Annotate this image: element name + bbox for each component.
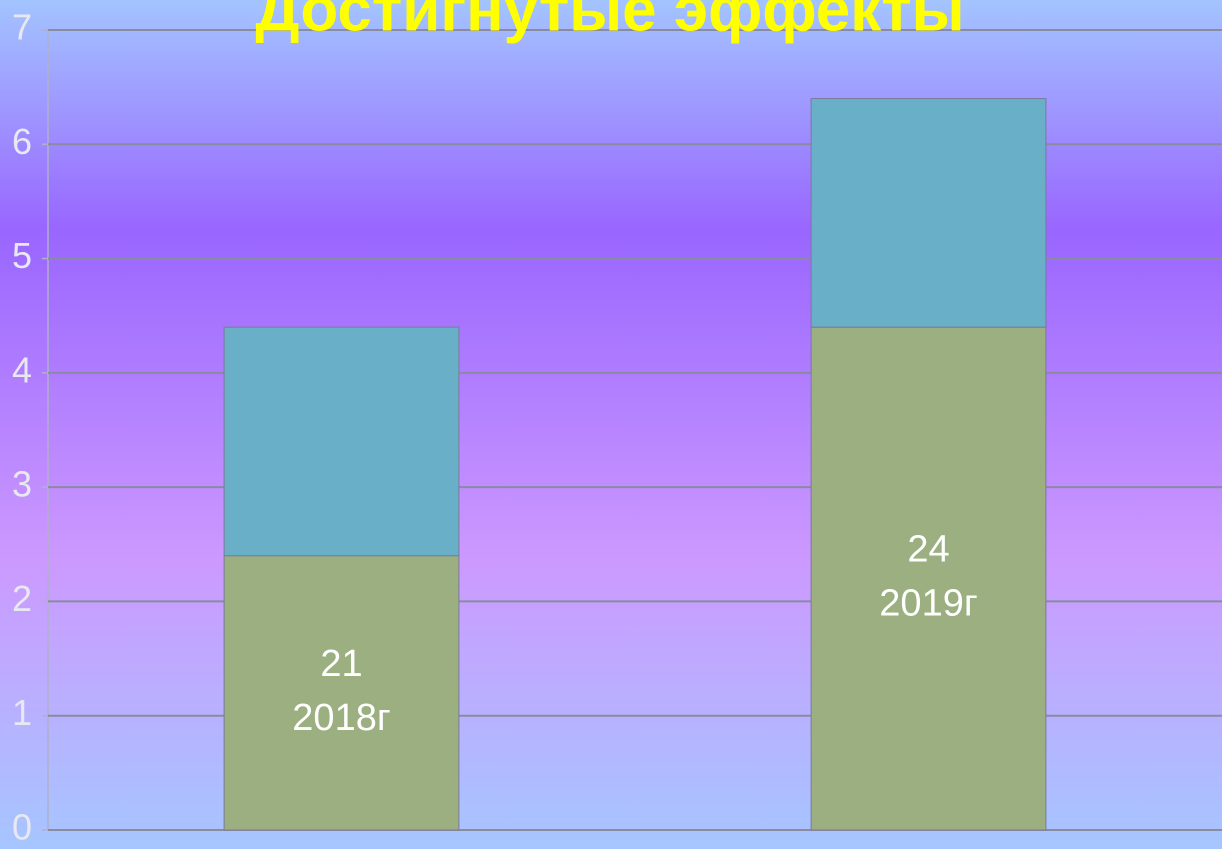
y-tick-label: 2 xyxy=(12,578,32,619)
y-tick-label: 1 xyxy=(12,692,32,733)
bar-annotation: 2019г xyxy=(879,583,977,625)
y-tick-label: 3 xyxy=(12,464,32,505)
y-tick-label: 5 xyxy=(12,235,32,276)
bar-annotation: 2018г xyxy=(292,697,390,739)
bar-segment xyxy=(223,326,460,557)
bar-segment xyxy=(810,98,1047,328)
bar-segment xyxy=(223,555,460,831)
y-tick-label: 0 xyxy=(12,807,32,848)
bar-segment xyxy=(810,326,1047,831)
bar-annotation: 24 xyxy=(907,529,949,571)
y-tick-label: 6 xyxy=(12,121,32,162)
chart-title: Достигнутые эффекты xyxy=(255,0,964,44)
y-tick-label: 4 xyxy=(12,349,32,390)
bar-annotation: 21 xyxy=(320,643,362,685)
y-tick-label: 7 xyxy=(12,7,32,48)
